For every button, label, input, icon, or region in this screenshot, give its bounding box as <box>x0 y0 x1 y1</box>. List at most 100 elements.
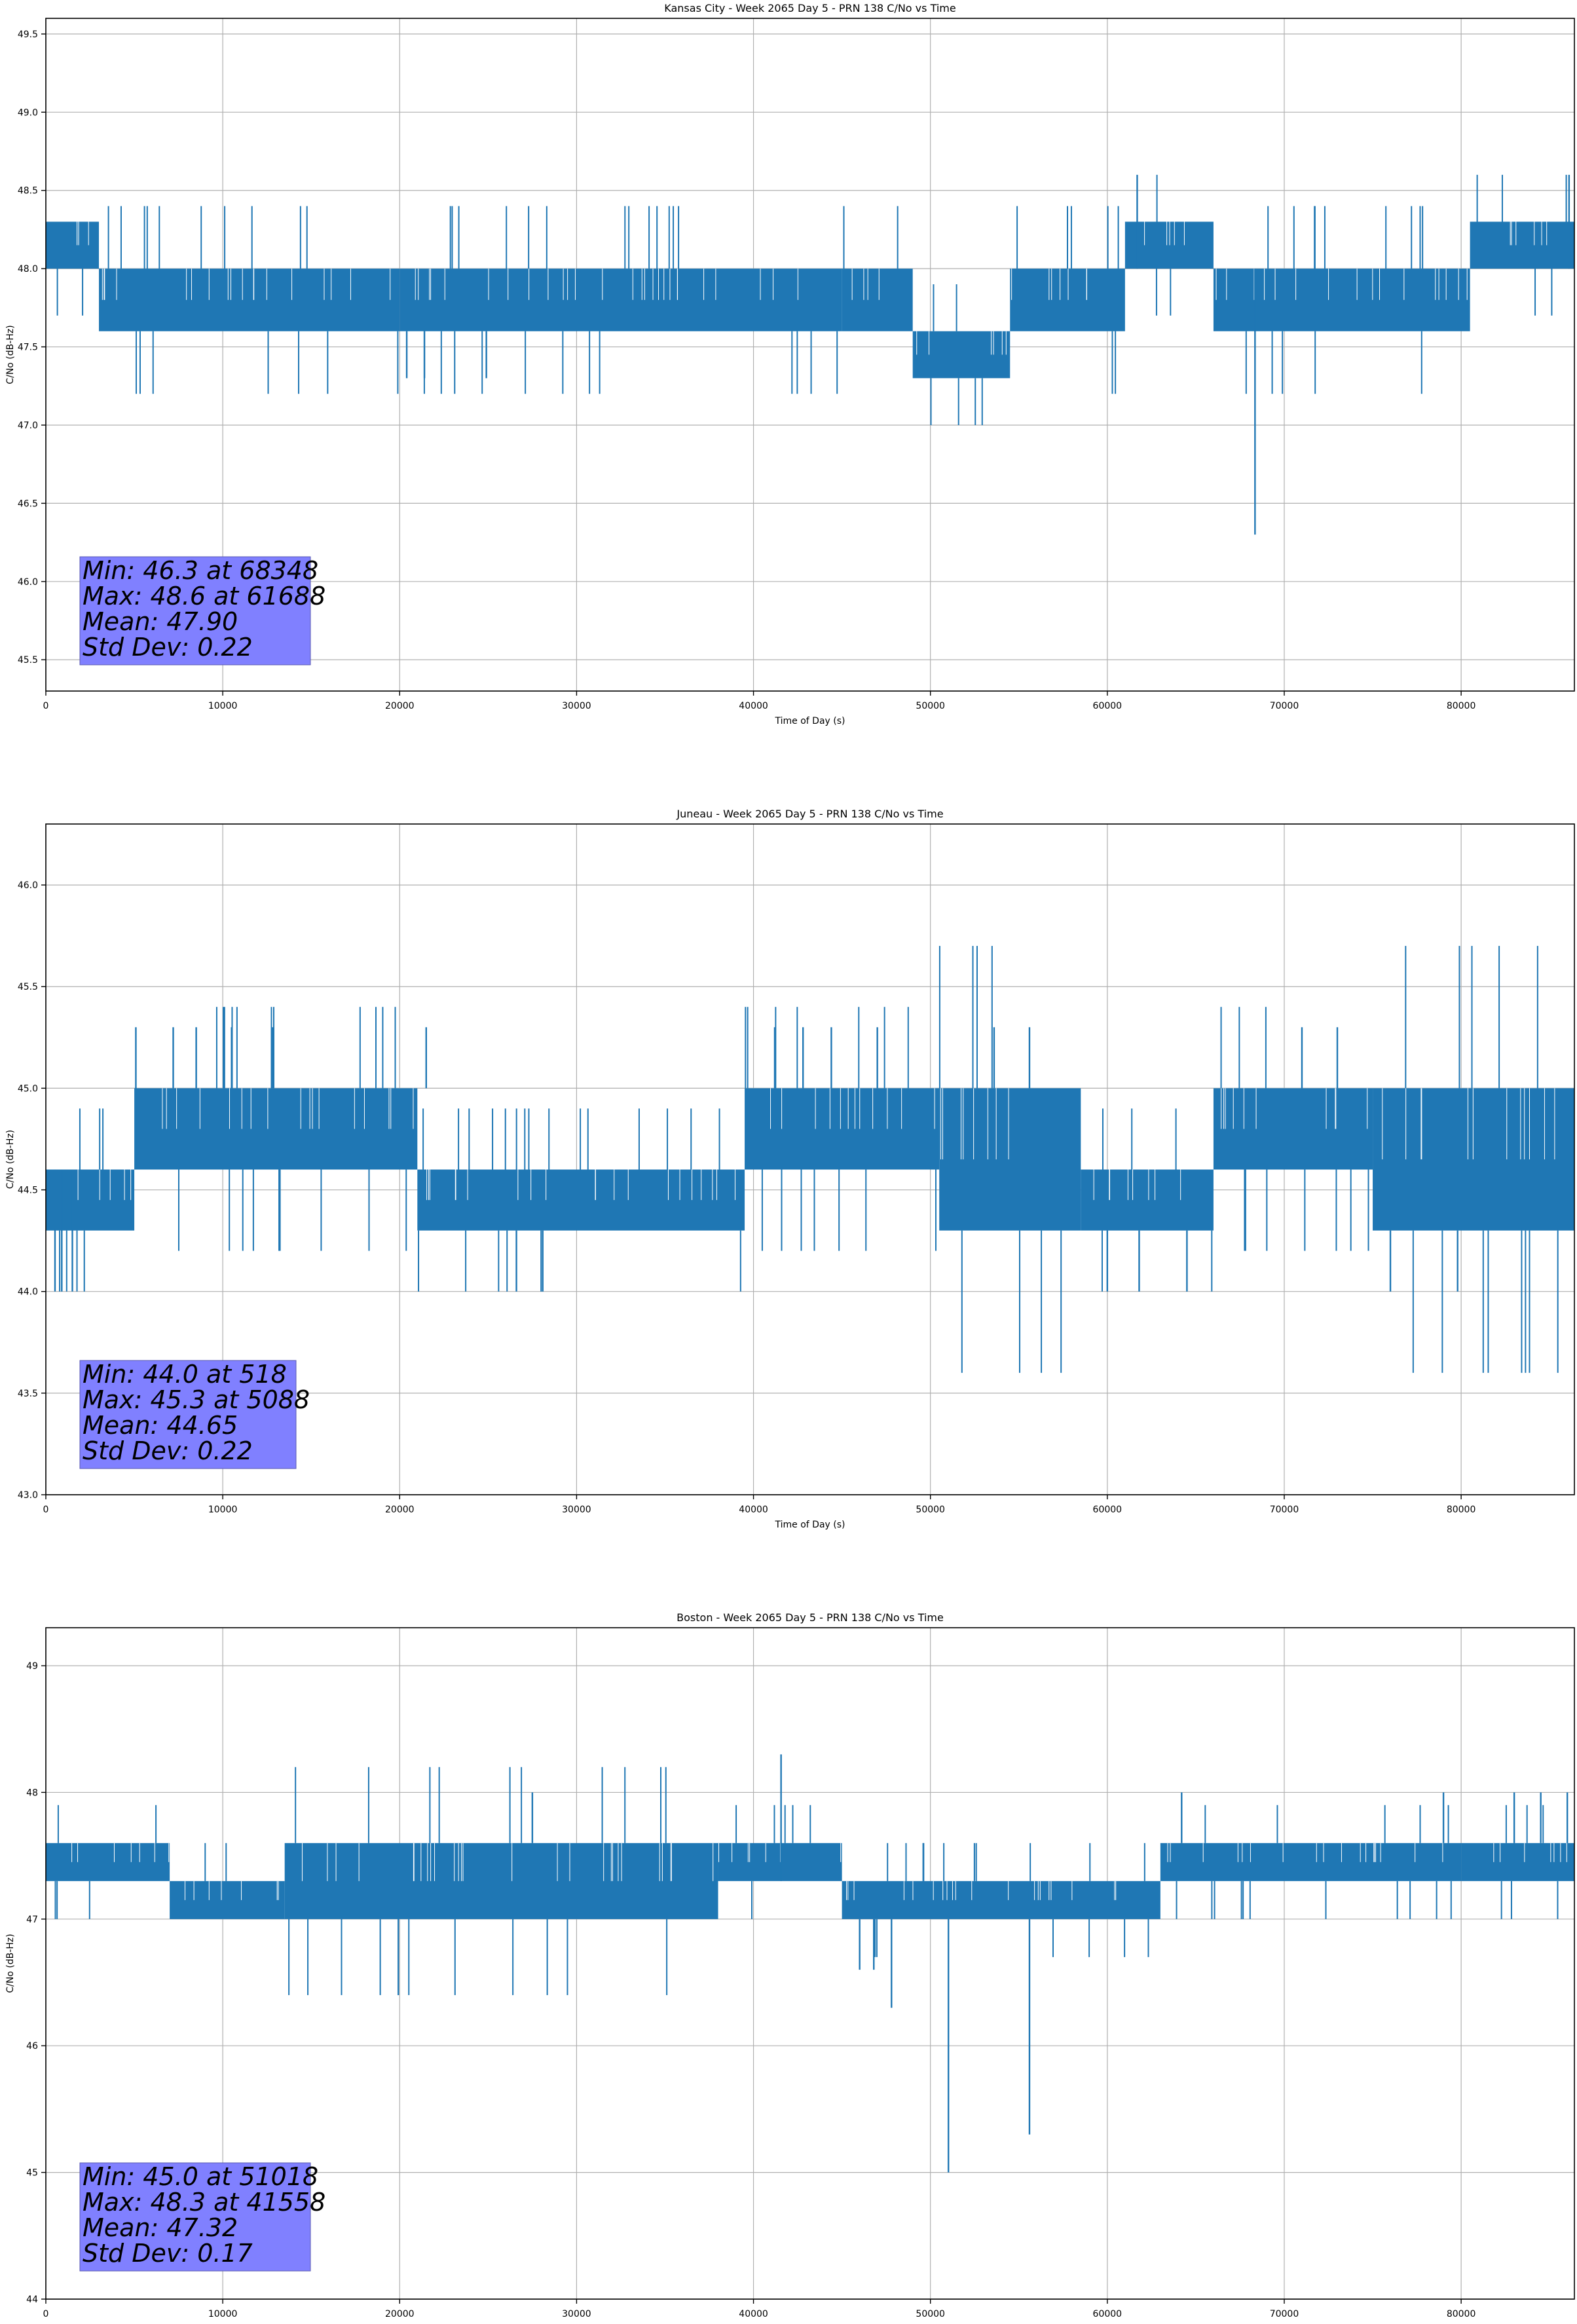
stats-line: Min: 46.3 at 68348 <box>83 556 318 585</box>
y-tick-label: 43.0 <box>18 1490 38 1501</box>
x-tick-label: 30000 <box>562 1505 591 1515</box>
axes-frame <box>45 18 1575 692</box>
x-tick-label: 60000 <box>1093 2309 1122 2319</box>
data-band <box>1124 221 1214 269</box>
x-tick-label: 40000 <box>739 2309 768 2319</box>
chart-title: Boston - Week 2065 Day 5 - PRN 138 C/No … <box>677 1611 944 1624</box>
axes-frame <box>45 1627 1575 2300</box>
y-tick-label: 48.0 <box>18 264 38 274</box>
x-tick-label: 30000 <box>562 701 591 711</box>
y-tick-label: 49 <box>26 1661 38 1672</box>
stats-line: Max: 48.6 at 61688 <box>83 582 325 610</box>
y-tick-label: 44 <box>26 2295 38 2305</box>
series-line <box>46 1754 1574 2173</box>
x-tick-label: 70000 <box>1270 1505 1299 1515</box>
x-axis-label: Time of Day (s) <box>775 1520 845 1530</box>
x-tick-label: 20000 <box>385 2309 415 2319</box>
y-tick-label: 45.0 <box>18 1083 38 1094</box>
y-tick-label: 47.0 <box>18 421 38 431</box>
data-band <box>1470 221 1574 269</box>
data-band <box>284 1843 718 1919</box>
y-tick-label: 45.5 <box>18 982 38 992</box>
x-tick-label: 0 <box>43 2309 49 2319</box>
x-tick-label: 80000 <box>1447 701 1476 711</box>
data-band <box>1213 269 1470 331</box>
series-line <box>46 946 1574 1373</box>
stats-line: Min: 44.0 at 518 <box>83 1360 287 1389</box>
y-axis-label: C/No (dB-Hz) <box>5 325 16 384</box>
x-tick-label: 80000 <box>1447 2309 1476 2319</box>
data-band <box>46 1843 170 1881</box>
y-tick-label: 46.5 <box>18 498 38 509</box>
x-tick-label: 20000 <box>385 701 415 711</box>
x-tick-label: 50000 <box>916 2309 945 2319</box>
y-axis-label: C/No (dB-Hz) <box>5 1934 16 1993</box>
y-axis-label: C/No (dB-Hz) <box>5 1130 16 1189</box>
data-band <box>99 269 400 331</box>
chart-panel-0: 0 10000 20000 30000 40000 50000 60000 70000 8000… <box>5 2 1575 726</box>
data-band <box>842 1881 1160 1919</box>
chart-title: Kansas City - Week 2065 Day 5 - PRN 138 … <box>664 2 955 14</box>
data-band <box>842 269 913 331</box>
stats-line: Std Dev: 0.22 <box>83 633 253 662</box>
axes-frame <box>45 823 1575 1495</box>
x-axis-label: Time of Day (s) <box>775 716 845 726</box>
chart-title: Juneau - Week 2065 Day 5 - PRN 138 C/No … <box>676 808 943 820</box>
x-tick-label: 10000 <box>208 701 238 711</box>
y-tick-label: 46 <box>26 2041 38 2052</box>
y-tick-label: 48 <box>26 1788 38 1798</box>
data-band <box>1160 1843 1462 1881</box>
x-tick-label: 50000 <box>916 1505 945 1515</box>
stats-box <box>79 2162 311 2272</box>
stats-line: Min: 45.0 at 51018 <box>83 2162 318 2191</box>
data-band <box>1010 269 1125 331</box>
stats-line: Std Dev: 0.17 <box>83 2239 253 2268</box>
x-tick-label: 20000 <box>385 1505 415 1515</box>
data-band <box>1213 1088 1373 1170</box>
x-tick-label: 50000 <box>916 701 945 711</box>
data-band <box>46 221 100 269</box>
y-tick-label: 46.0 <box>18 577 38 588</box>
stats-box <box>79 1360 297 1469</box>
data-band <box>745 1088 940 1170</box>
x-tick-label: 0 <box>43 1505 49 1515</box>
data-band <box>912 331 1011 379</box>
stats-line: Max: 48.3 at 41558 <box>83 2188 325 2217</box>
stats-line: Mean: 47.90 <box>83 607 238 636</box>
data-band <box>1461 1843 1574 1881</box>
y-tick-label: 48.5 <box>18 186 38 197</box>
x-tick-label: 70000 <box>1270 2309 1299 2319</box>
y-tick-label: 47 <box>26 1915 38 1925</box>
chart-panel-1: 0 10000 20000 30000 40000 50000 60000 70000 8000… <box>5 808 1575 1530</box>
x-tick-label: 40000 <box>739 701 768 711</box>
y-tick-label: 45.5 <box>18 655 38 665</box>
y-tick-label: 44.5 <box>18 1186 38 1196</box>
x-tick-label: 40000 <box>739 1505 768 1515</box>
data-band <box>134 1088 418 1170</box>
data-band <box>1373 1088 1574 1231</box>
stats-line: Std Dev: 0.22 <box>83 1436 253 1465</box>
data-band <box>939 1088 1081 1231</box>
data-band <box>46 1169 135 1231</box>
y-tick-label: 45 <box>26 2168 38 2179</box>
x-tick-label: 60000 <box>1093 1505 1122 1515</box>
stats-line: Max: 45.3 at 5088 <box>83 1385 310 1414</box>
data-band <box>399 269 842 331</box>
x-tick-label: 10000 <box>208 2309 238 2319</box>
x-tick-label: 30000 <box>562 2309 591 2319</box>
y-tick-label: 44.0 <box>18 1287 38 1298</box>
y-tick-label: 46.0 <box>18 880 38 891</box>
stats-line: Mean: 47.32 <box>83 2213 238 2242</box>
y-tick-label: 43.5 <box>18 1389 38 1399</box>
data-band <box>1081 1169 1214 1231</box>
data-band <box>170 1881 285 1919</box>
x-tick-label: 60000 <box>1093 701 1122 711</box>
y-tick-label: 49.0 <box>18 107 38 118</box>
x-tick-label: 0 <box>43 701 49 711</box>
stats-box <box>79 556 311 665</box>
series-line <box>46 174 1574 535</box>
stats-line: Mean: 44.65 <box>83 1411 238 1440</box>
y-tick-label: 47.5 <box>18 343 38 353</box>
chart-panel-2: 0 10000 20000 30000 40000 50000 60000 70000 8000… <box>5 1611 1575 2319</box>
